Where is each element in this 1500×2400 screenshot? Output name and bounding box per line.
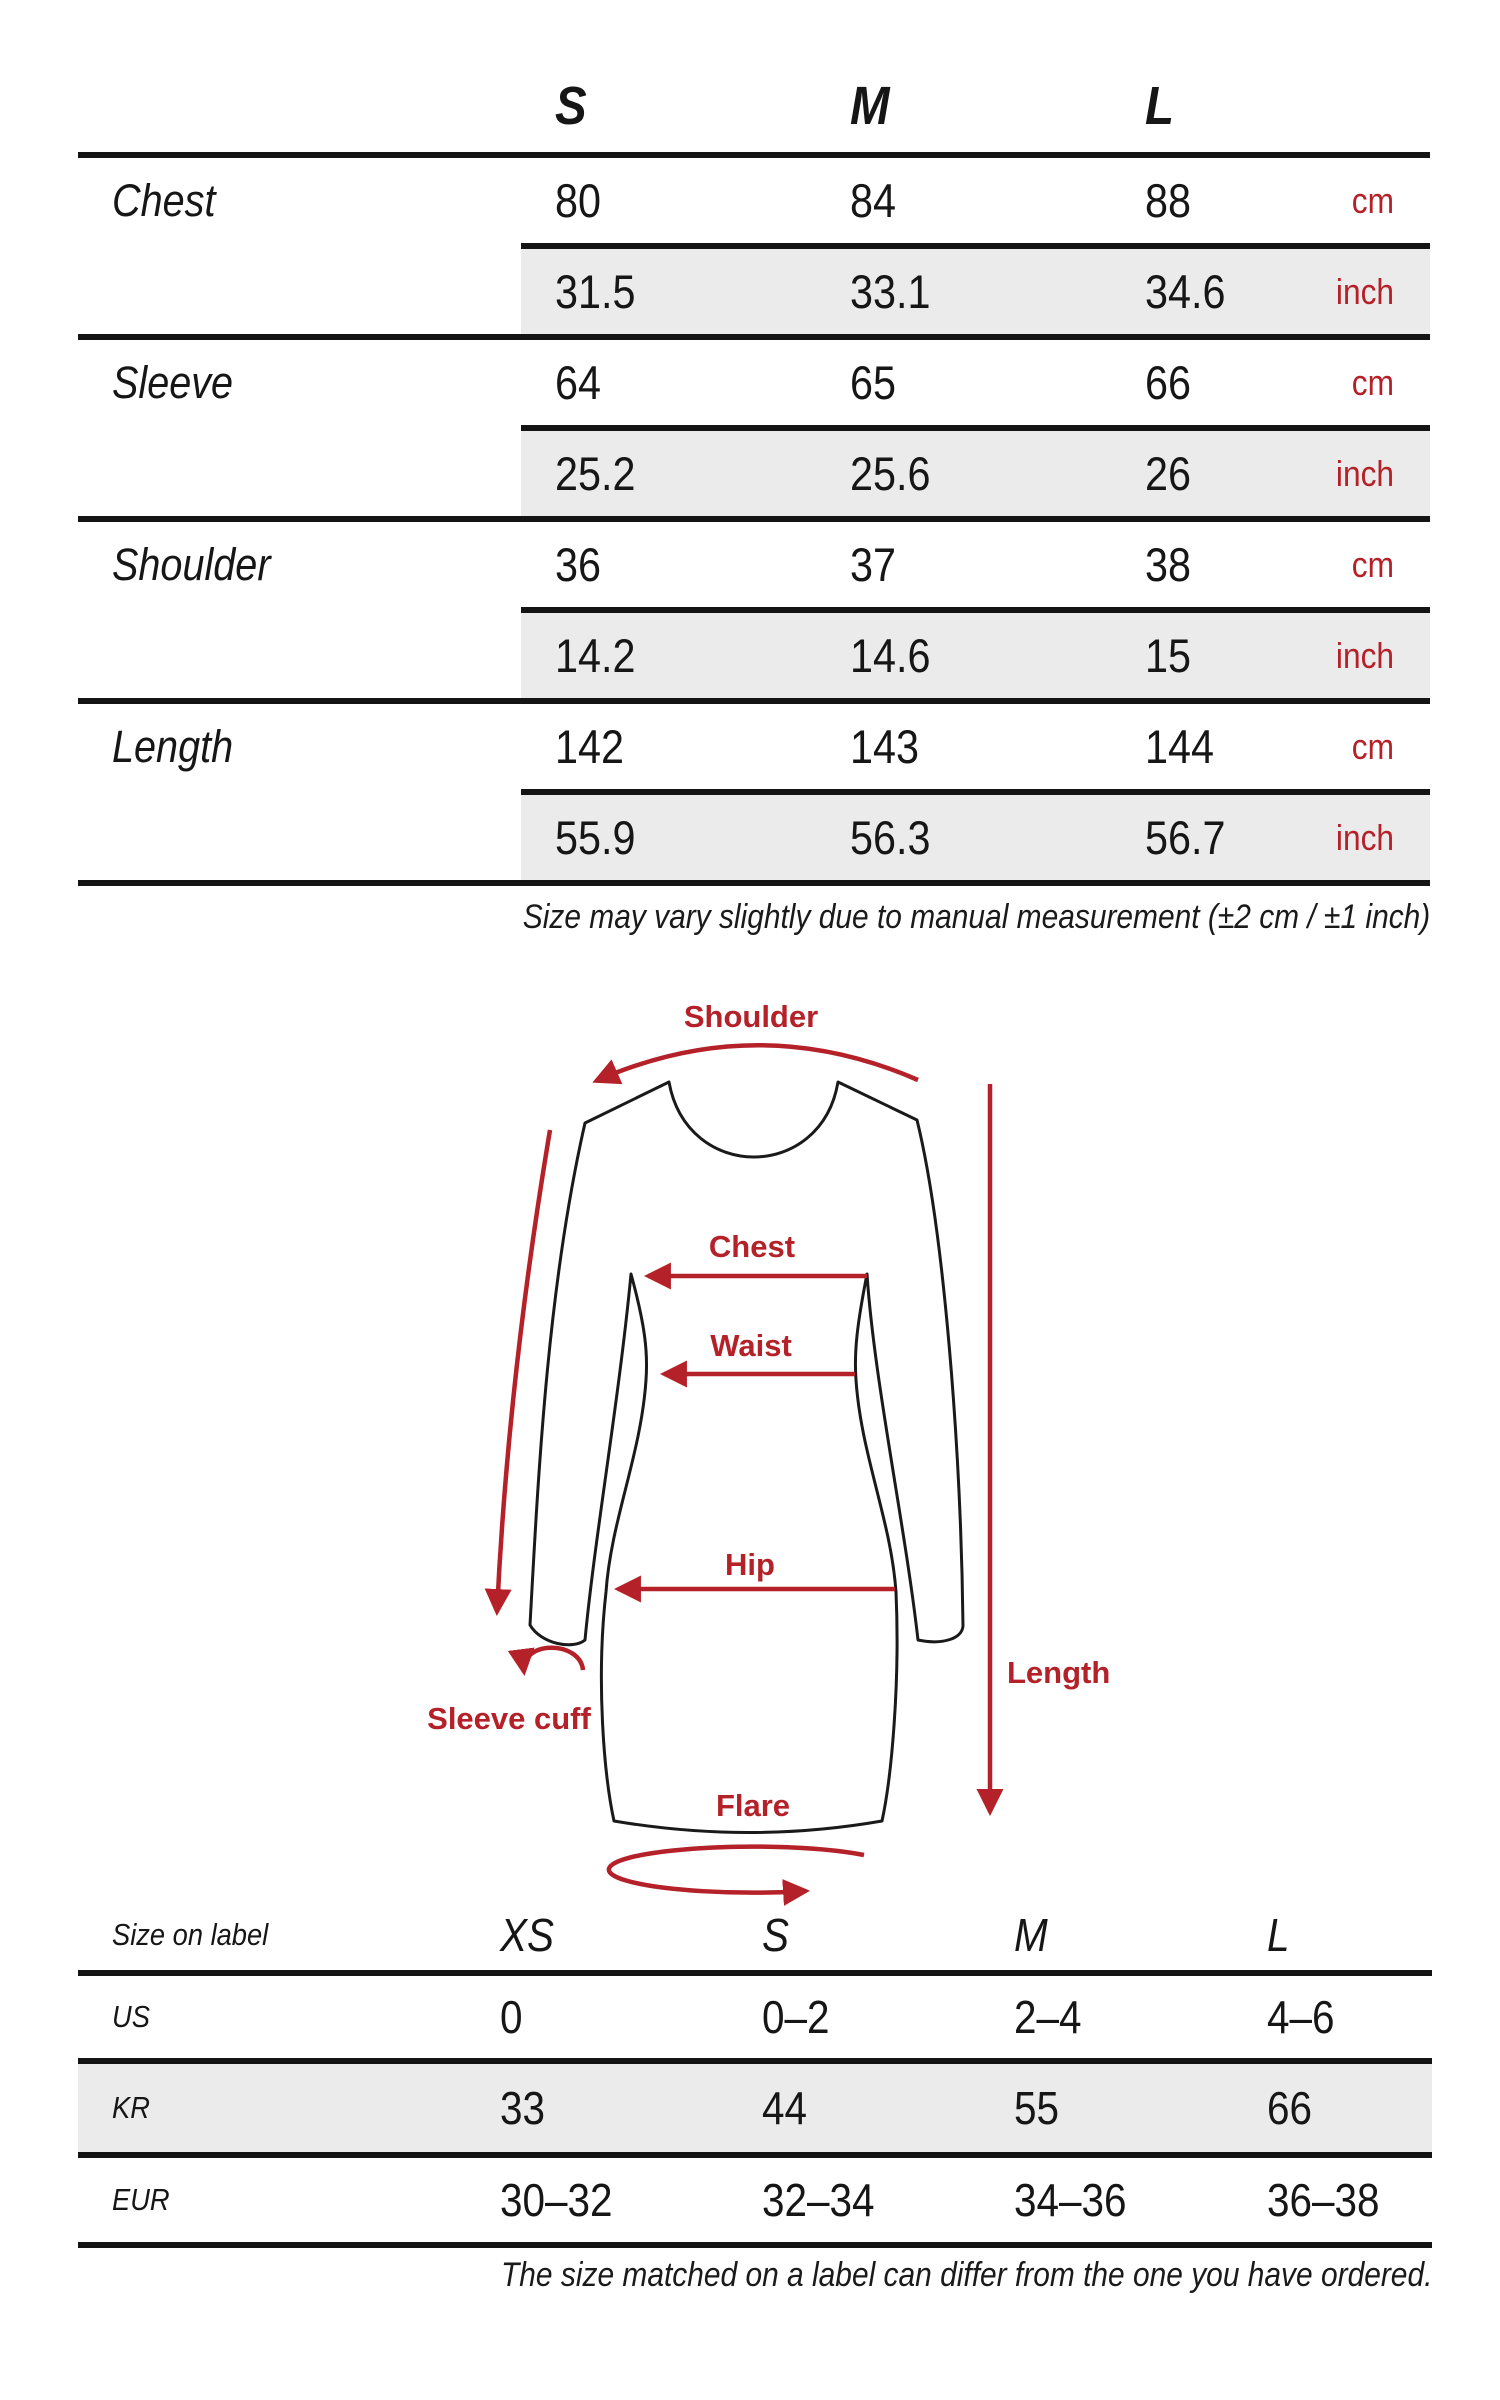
row-label: Chest	[112, 174, 216, 226]
cell-value: 33	[500, 2082, 546, 2134]
cell-value: 15	[1145, 629, 1192, 682]
cell-value: 38	[1145, 538, 1192, 591]
cell-value: 55.9	[555, 811, 636, 864]
cell-value: 143	[850, 720, 920, 773]
cell-value: 37	[850, 538, 897, 591]
measurement-group-chest: Chest 80 84 88 cm 31.5 33.1 34.6 inch	[78, 152, 1430, 334]
row-header: Size on label	[112, 1917, 269, 1952]
table-row-inch: 25.2 25.6 26 inch	[521, 425, 1430, 516]
cell-value: 33.1	[850, 265, 931, 318]
unit-inch-label: inch	[1335, 452, 1394, 494]
cell-value: 14.2	[555, 629, 636, 682]
cell-value: 36–38	[1267, 2174, 1380, 2226]
size-header-xs: XS	[500, 1909, 555, 1961]
cell-value: 0–2	[762, 1991, 830, 2043]
label-size-table: Size on label XS S M L US 0 0–2 2–4 4–6 …	[78, 1900, 1432, 2248]
cell-value: 30–32	[500, 2174, 613, 2226]
cell-value: 14.6	[850, 629, 931, 682]
unit-cm-label: cm	[1351, 725, 1394, 767]
cell-value: 66	[1145, 356, 1192, 409]
unit-cm-label: cm	[1351, 361, 1394, 403]
diagram-label-waist: Waist	[710, 1328, 792, 1363]
table-row: Sleeve 64 65 66 cm	[78, 340, 1430, 425]
measurement-group-length: Length 142 143 144 cm 55.9 56.3 56.7 inc…	[78, 698, 1430, 880]
size-header-s: S	[762, 1909, 790, 1961]
cell-value: 32–34	[762, 2174, 875, 2226]
diagram-label-hip: Hip	[725, 1547, 775, 1582]
table-row: Length 142 143 144 cm	[78, 704, 1430, 789]
cell-value: 80	[555, 174, 602, 227]
cell-value: 0	[500, 1991, 523, 2043]
cell-value: 84	[850, 174, 897, 227]
cell-value: 88	[1145, 174, 1192, 227]
cell-value: 2–4	[1014, 1991, 1082, 2043]
diagram-label-flare: Flare	[716, 1788, 790, 1823]
row-label: US	[112, 1999, 150, 2034]
row-label: Length	[112, 720, 234, 772]
cell-value: 4–6	[1267, 1991, 1335, 2043]
size-header-m: M	[850, 76, 890, 136]
table-row-inch: 14.2 14.6 15 inch	[521, 607, 1430, 698]
cell-value: 56.7	[1145, 811, 1226, 864]
cell-value: 66	[1267, 2082, 1313, 2134]
cell-value: 55	[1014, 2082, 1060, 2134]
label-row-kr: KR 33 44 55 66	[78, 2058, 1432, 2152]
unit-inch-label: inch	[1335, 816, 1394, 858]
label-table-header: Size on label XS S M L	[78, 1900, 1432, 1970]
cell-value: 25.6	[850, 447, 931, 500]
table-row: Chest 80 84 88 cm	[78, 158, 1430, 243]
unit-inch-label: inch	[1335, 270, 1394, 312]
cell-value: 31.5	[555, 265, 636, 318]
shoulder-arc-arrow	[592, 1043, 919, 1085]
label-row-eur: EUR 30–32 32–34 34–36 36–38	[78, 2152, 1432, 2248]
size-header-s: S	[555, 76, 587, 136]
unit-inch-label: inch	[1335, 634, 1394, 676]
sleeve-length-arrow	[484, 1129, 553, 1617]
cell-value: 56.3	[850, 811, 931, 864]
cell-value: 34–36	[1014, 2174, 1127, 2226]
dress-outline	[528, 1080, 965, 1834]
cell-value: 25.2	[555, 447, 636, 500]
cell-value: 44	[762, 2082, 808, 2134]
measurement-table-header: S M L	[78, 60, 1430, 152]
cell-value: 34.6	[1145, 265, 1226, 318]
cell-value: 144	[1145, 720, 1215, 773]
row-label: Sleeve	[112, 356, 234, 408]
measurement-group-shoulder: Shoulder 36 37 38 cm 14.2 14.6 15 inch	[78, 516, 1430, 698]
sleeve-cuff-arrow	[507, 1645, 586, 1677]
size-header-l: L	[1145, 76, 1175, 136]
diagram-label-length: Length	[1007, 1655, 1110, 1690]
diagram-label-sleeve-cuff: Sleeve cuff	[427, 1701, 591, 1736]
dress-measurement-diagram: Shoulder Chest Waist Hip Length Sleeve c…	[427, 999, 1110, 1906]
unit-cm-label: cm	[1351, 179, 1394, 221]
table-row-inch: 55.9 56.3 56.7 inch	[521, 789, 1430, 880]
cell-value: 142	[555, 720, 625, 773]
cell-value: 64	[555, 356, 602, 409]
unit-cm-label: cm	[1351, 543, 1394, 585]
table-row: Shoulder 36 37 38 cm	[78, 522, 1430, 607]
diagram-label-chest: Chest	[709, 1229, 795, 1264]
flare-arrow	[606, 1844, 865, 1906]
label-row-us: US 0 0–2 2–4 4–6	[78, 1970, 1432, 2058]
cell-value: 65	[850, 356, 897, 409]
measurement-note: Size may vary slightly due to manual mea…	[522, 898, 1430, 936]
cell-value: 26	[1145, 447, 1192, 500]
label-table-note: The size matched on a label can differ f…	[500, 2256, 1432, 2294]
measurement-group-sleeve: Sleeve 64 65 66 cm 25.2 25.6 26 inch	[78, 334, 1430, 516]
diagram-label-shoulder: Shoulder	[684, 999, 818, 1034]
table-row-inch: 31.5 33.1 34.6 inch	[521, 243, 1430, 334]
cell-value: 36	[555, 538, 602, 591]
size-header-l: L	[1267, 1909, 1290, 1961]
row-label: KR	[112, 2090, 150, 2125]
row-label: EUR	[112, 2182, 170, 2217]
size-header-m: M	[1014, 1909, 1048, 1961]
measurement-table: S M L Chest 80 84 88 cm 31.5 33.1 34.6 i…	[78, 60, 1430, 886]
row-label: Shoulder	[112, 538, 271, 590]
